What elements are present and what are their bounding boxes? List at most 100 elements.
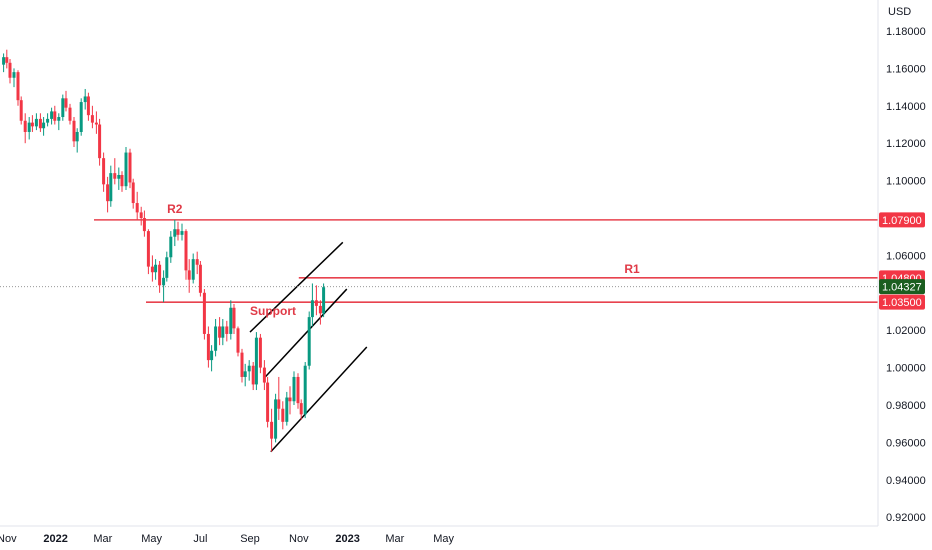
candle-body (90, 115, 94, 123)
candle (64, 90, 68, 112)
candle (8, 59, 12, 84)
last-price-tag (879, 279, 925, 295)
candle-body (61, 98, 65, 118)
candle (202, 289, 206, 340)
candle (16, 70, 20, 106)
level-label: R2 (167, 202, 183, 216)
candle (195, 251, 199, 275)
candle-body (83, 96, 87, 103)
candle (131, 178, 135, 209)
candle-body (75, 131, 79, 142)
candle-body (64, 98, 68, 108)
level-price-tag-text: 1.07900 (882, 215, 922, 227)
candle-body (277, 399, 281, 409)
candle-body (191, 259, 195, 280)
candle-body (72, 120, 76, 142)
candle-body (158, 264, 162, 286)
level-price-tag (879, 294, 925, 310)
candle-body (195, 259, 199, 265)
candle (210, 345, 214, 372)
candle (139, 206, 143, 226)
candle-body (106, 184, 110, 202)
candle-body (23, 120, 27, 132)
candle (72, 117, 76, 147)
candle (57, 113, 61, 131)
candle (38, 113, 42, 132)
candle (277, 376, 281, 420)
candle (150, 255, 154, 282)
candle (187, 259, 191, 293)
y-tick-label: 1.00000 (886, 363, 926, 375)
candle (285, 391, 289, 426)
candle (258, 333, 262, 374)
candle (50, 107, 54, 125)
candle (288, 386, 292, 415)
price-axis[interactable]: USD 1.180001.160001.140001.120001.100001… (877, 0, 926, 526)
candle-body (120, 174, 124, 187)
candle-body (162, 277, 166, 286)
candle (30, 115, 34, 132)
candle-body (2, 57, 6, 65)
candle-body (57, 117, 61, 121)
candle-body (34, 118, 38, 127)
candle (251, 361, 255, 391)
candle (310, 283, 314, 327)
candle-body (124, 152, 128, 187)
candle-body (180, 231, 184, 235)
candle-body (176, 229, 180, 235)
candle-body (262, 367, 266, 383)
candle (79, 98, 83, 136)
candle-body (113, 173, 117, 179)
x-tick-label: 2023 (335, 533, 359, 545)
candle-body (288, 397, 292, 402)
candle (90, 105, 94, 129)
candle-body (202, 292, 206, 334)
candle (162, 270, 166, 303)
last-price-tag-text: 1.04327 (882, 282, 922, 294)
candle (307, 311, 311, 370)
candle (102, 152, 106, 192)
candle-body (214, 326, 218, 351)
candle (243, 363, 247, 387)
y-tick-label: 0.94000 (886, 475, 926, 487)
candle (109, 165, 113, 207)
candle (5, 49, 9, 69)
candle (169, 231, 173, 263)
level-price-tag-text: 1.03500 (882, 297, 922, 309)
candle-body (243, 371, 247, 377)
candle-body (236, 328, 240, 353)
channel-lines (249, 241, 368, 453)
candle (247, 360, 251, 381)
candle (303, 361, 307, 419)
candle-body (184, 231, 188, 271)
candle-body (314, 300, 318, 306)
candle (94, 111, 98, 134)
candle-body (128, 152, 132, 183)
candle (274, 393, 278, 443)
y-tick-label: 1.02000 (886, 325, 926, 337)
candle-body (19, 100, 23, 121)
candle (232, 304, 236, 334)
candle (146, 229, 150, 275)
candle (86, 92, 90, 121)
candle (106, 176, 110, 213)
x-tick-labels: Nov 2022 Mar May Jul Sep Nov 2023 Mar May (0, 533, 454, 545)
x-tick-label: May (141, 533, 162, 545)
candle-body (173, 229, 177, 237)
candle (240, 348, 244, 383)
candle-body (240, 352, 244, 377)
time-axis[interactable]: Nov 2022 Mar May Jul Sep Nov 2023 Mar May (0, 525, 878, 545)
candle-body (274, 399, 278, 439)
candle-body (165, 257, 169, 278)
candle (124, 146, 128, 190)
candle-body (266, 382, 270, 422)
x-tick-label: Mar (385, 533, 404, 545)
candle (142, 210, 146, 237)
candle (180, 223, 184, 241)
candle-body (232, 307, 236, 329)
candle-body (281, 408, 285, 422)
y-tick-label: 0.96000 (886, 437, 926, 449)
plot-area[interactable]: R2 R1 Support (0, 49, 878, 453)
candle (61, 94, 65, 121)
